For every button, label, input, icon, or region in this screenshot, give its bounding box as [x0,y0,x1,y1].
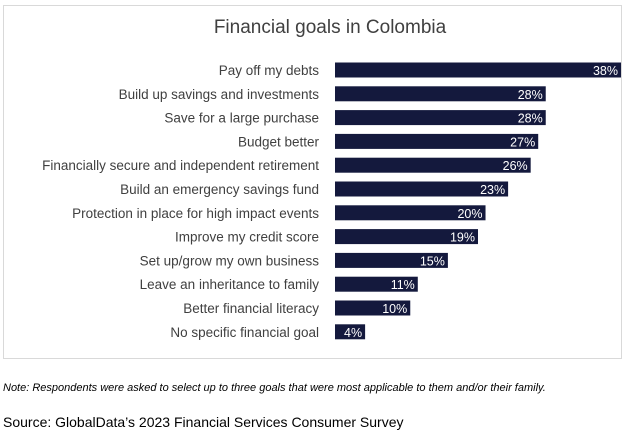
bar [335,300,411,316]
data-label: 10% [382,302,407,316]
bar [335,229,478,245]
category-label: Build an emergency savings fund [120,182,319,197]
category-label: No specific financial goal [170,325,319,340]
bar [335,276,418,292]
bar [335,324,366,340]
bar [335,62,621,78]
data-label: 28% [518,88,543,102]
data-label: 15% [420,254,445,268]
data-label: 26% [503,159,528,173]
data-label: 27% [510,135,535,149]
chart-title: Financial goals in Colombia [213,17,447,38]
category-label: Better financial literacy [183,301,319,316]
data-label: 19% [450,231,475,245]
category-label: Pay off my debts [219,63,320,78]
bar [335,181,509,197]
bar [335,252,448,268]
category-label: Financially secure and independent retir… [42,158,319,173]
bar [335,133,539,149]
category-label: Save for a large purchase [164,111,319,126]
bar [335,86,546,102]
category-label: Leave an inheritance to family [140,277,320,292]
data-label: 28% [518,112,543,126]
data-label: 11% [391,278,415,292]
data-label: 4% [344,326,362,340]
category-label: Build up savings and investments [119,87,320,102]
bar-chart: Pay off my debts 38% Build up savings and … [42,62,621,340]
bar [335,110,546,126]
data-label: 20% [457,207,482,221]
category-label: Budget better [238,134,320,149]
data-label: 38% [593,64,618,78]
chart-source: Source: GlobalData’s 2023 Financial Serv… [3,414,404,430]
bar [335,205,486,221]
category-label: Improve my credit score [175,230,319,245]
category-label: Set up/grow my own business [140,253,320,268]
category-label: Protection in place for high impact even… [72,206,319,221]
chart-note: Note: Respondents were asked to select u… [3,382,546,394]
bar [335,157,531,173]
data-label: 23% [480,183,505,197]
